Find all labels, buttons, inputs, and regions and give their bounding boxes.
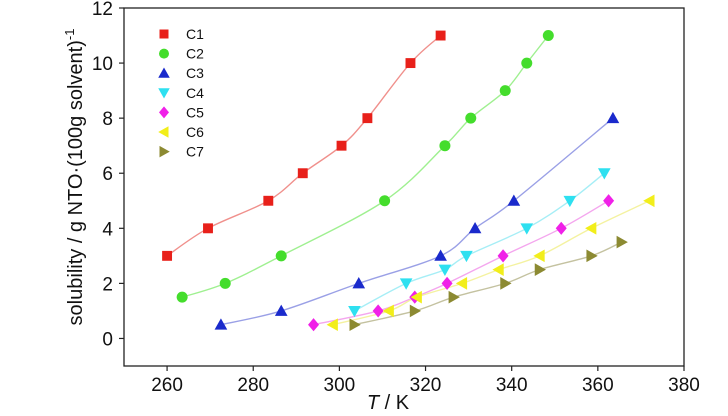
y-tick-label: 2 (102, 274, 113, 295)
legend-marker-c2 (159, 48, 169, 59)
data-point-c6 (382, 304, 394, 318)
y-tick-label: 6 (102, 164, 113, 185)
data-points (162, 30, 655, 332)
data-point-c3 (274, 304, 288, 316)
x-tick-label: 300 (324, 375, 356, 396)
data-point-c7 (616, 235, 628, 249)
legend-label-c6: C6 (186, 124, 204, 140)
fit-curve-c6 (332, 200, 650, 326)
legend-label-c7: C7 (186, 144, 204, 160)
data-point-c6 (492, 263, 504, 276)
data-point-c2 (439, 140, 451, 152)
data-point-c2 (275, 250, 287, 262)
data-point-c7 (586, 249, 598, 263)
y-axis-title: solubility / g NTO·(100g solvent)-1 (62, 29, 87, 326)
y-tick-label: 4 (102, 219, 113, 240)
data-point-c1 (203, 223, 213, 234)
plot-frame (123, 7, 685, 367)
x-axis-ticks: 260 280 300 320 340 360 380 (151, 366, 700, 396)
legend-marker-c3 (158, 67, 170, 78)
data-point-c1 (362, 113, 373, 124)
data-point-c5 (497, 249, 509, 263)
data-point-c6 (326, 318, 338, 332)
fit-curve-c2 (181, 35, 549, 298)
y-tick-label: 12 (92, 0, 113, 20)
x-tick-label: 320 (410, 375, 442, 396)
data-point-c5 (555, 221, 567, 235)
data-point-c4 (348, 305, 361, 318)
data-point-c2 (379, 195, 391, 207)
data-point-c4 (399, 278, 413, 290)
data-point-c4 (438, 264, 452, 276)
data-point-c4 (597, 168, 611, 180)
data-point-c5 (372, 304, 384, 318)
data-point-c1 (336, 140, 347, 151)
data-point-c7 (500, 277, 512, 290)
data-point-c6 (533, 249, 545, 263)
x-tick-label: 280 (237, 375, 269, 396)
legend-label-c1: C1 (186, 26, 204, 42)
data-point-c4 (520, 223, 534, 235)
data-point-c3 (507, 194, 521, 206)
data-point-c2 (219, 277, 231, 289)
data-point-c7 (409, 304, 422, 318)
data-point-c6 (643, 194, 655, 208)
x-tick-label: 380 (668, 375, 700, 396)
legend-marker-c6 (158, 126, 169, 138)
y-axis-title-superscript: -1 (62, 29, 77, 41)
fit-curve-c7 (354, 241, 622, 326)
fit-curve-c1 (166, 35, 442, 257)
legend-label-c2: C2 (186, 46, 204, 62)
data-point-c2 (465, 112, 477, 124)
data-point-c6 (455, 277, 468, 290)
data-point-c2 (521, 57, 533, 69)
y-axis-ticks: 0 2 4 6 8 10 12 (92, 0, 124, 350)
legend-marker-c5 (159, 106, 169, 119)
x-axis-title: T / K (367, 392, 410, 414)
data-point-c6 (585, 221, 597, 235)
data-point-c1 (263, 195, 274, 206)
data-point-c1 (297, 168, 308, 179)
legend-marker-c1 (159, 29, 169, 39)
data-point-c2 (499, 85, 511, 97)
data-point-c7 (534, 263, 547, 276)
legend-label-c5: C5 (186, 104, 204, 120)
legend-label-c4: C4 (186, 85, 204, 101)
y-tick-label: 0 (102, 329, 113, 350)
y-tick-label: 10 (92, 54, 113, 75)
x-tick-label: 360 (582, 375, 614, 396)
legend: C1 C2 C3 C4 C5 C6 C7 (158, 26, 204, 160)
data-point-c3 (352, 277, 366, 289)
data-point-c2 (542, 30, 554, 42)
data-point-c5 (308, 318, 320, 332)
data-point-c6 (410, 290, 422, 304)
data-point-c3 (434, 249, 447, 261)
data-point-c5 (603, 194, 615, 208)
legend-label-c3: C3 (186, 65, 204, 81)
data-point-c1 (162, 250, 173, 261)
y-tick-label: 8 (102, 109, 113, 130)
plot-area-border (123, 7, 685, 367)
data-point-c2 (176, 291, 188, 303)
data-point-c4 (460, 250, 473, 263)
x-tick-label: 340 (496, 375, 528, 396)
x-axis-title-symbol: T (367, 392, 381, 414)
data-point-c1 (435, 30, 446, 41)
legend-marker-c7 (159, 145, 170, 158)
y-axis-title-text: solubility / g NTO·(100g solvent) (65, 40, 87, 325)
data-point-c1 (405, 58, 416, 69)
x-axis-title-unit: / K (379, 392, 410, 414)
data-point-c4 (563, 195, 577, 208)
data-point-c3 (606, 111, 620, 124)
data-point-c7 (349, 318, 361, 332)
data-point-c5 (441, 276, 453, 290)
legend-marker-c4 (158, 88, 170, 99)
data-point-c3 (468, 221, 482, 234)
x-tick-label: 260 (151, 375, 183, 396)
data-point-c3 (214, 318, 228, 330)
data-point-c7 (448, 290, 460, 304)
